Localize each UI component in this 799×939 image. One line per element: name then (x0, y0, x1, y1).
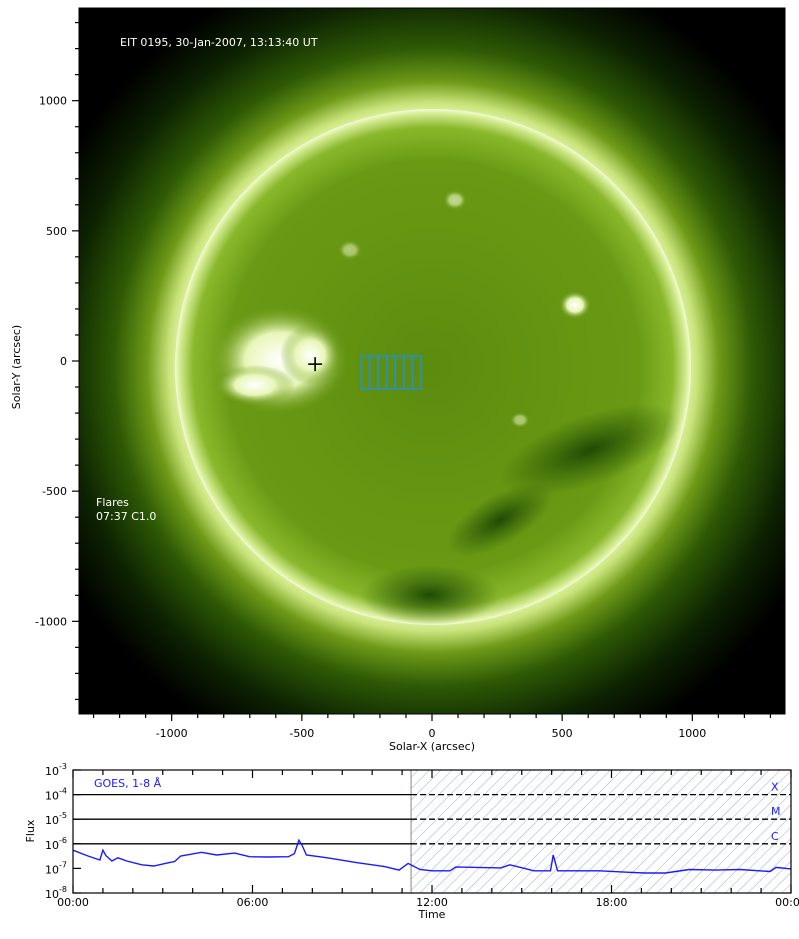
goes-y-label: Flux (24, 819, 37, 842)
x-tick-label: 18:00 (596, 896, 628, 909)
x-tick-label: 00:00 (57, 896, 89, 909)
x-tick-label: 12:00 (416, 896, 448, 909)
goes-flux-line (72, 838, 792, 874)
goes-x-label: Time (418, 908, 446, 921)
y-tick-label: 0 (60, 355, 67, 368)
raster-slit-boxes (360, 355, 422, 390)
x-tick-label: 06:00 (237, 896, 269, 909)
x-tick-label: 00:00 (775, 896, 799, 909)
x-tick-label: 1000 (678, 727, 706, 740)
image-title: EIT 0195, 30-Jan-2007, 13:13:40 UT (120, 36, 318, 49)
flare-cross-marker (308, 357, 323, 372)
y-tick-label: 10-6 (45, 836, 67, 852)
flare-entry: 07:37 C1.0 (96, 510, 156, 523)
flares-label: Flares (96, 496, 129, 509)
y-tick-label: 10-3 (45, 762, 67, 778)
solar-image: EIT 0195, 30-Jan-2007, 13:13:40 UT Flare… (79, 8, 785, 714)
class-label-C: C (771, 830, 779, 843)
class-label-M: M (771, 805, 781, 818)
y-tick-label: 10-7 (45, 860, 67, 876)
class-label-X: X (771, 781, 779, 794)
image-axis-ticks: -1000 -500 0 500 1000 -1000 -500 0 500 1000 (35, 21, 772, 740)
y-tick-label: 500 (46, 225, 67, 238)
y-tick-label: -500 (42, 485, 67, 498)
y-tick-label: 1000 (39, 95, 67, 108)
y-tick-label: 10-4 (45, 787, 67, 803)
goes-plot: XMC 00:00 06:00 12:00 18:00 00:00 10-3 10-4 10-… (24, 762, 799, 921)
y-tick-label: 10-8 (45, 885, 67, 901)
y-tick-label: -1000 (35, 615, 67, 628)
y-axis-label: Solar-Y (arcsec) (10, 325, 23, 409)
y-tick-label: 10-5 (45, 811, 67, 827)
goes-legend: GOES, 1-8 Å (94, 777, 162, 790)
x-axis-label: Solar-X (arcsec) (389, 740, 475, 753)
x-tick-label: 500 (552, 727, 573, 740)
shaded-region (411, 770, 791, 893)
x-tick-label: -500 (289, 727, 314, 740)
raster-slit (411, 355, 422, 390)
x-tick-label: -1000 (156, 727, 188, 740)
x-tick-label: 0 (429, 727, 436, 740)
